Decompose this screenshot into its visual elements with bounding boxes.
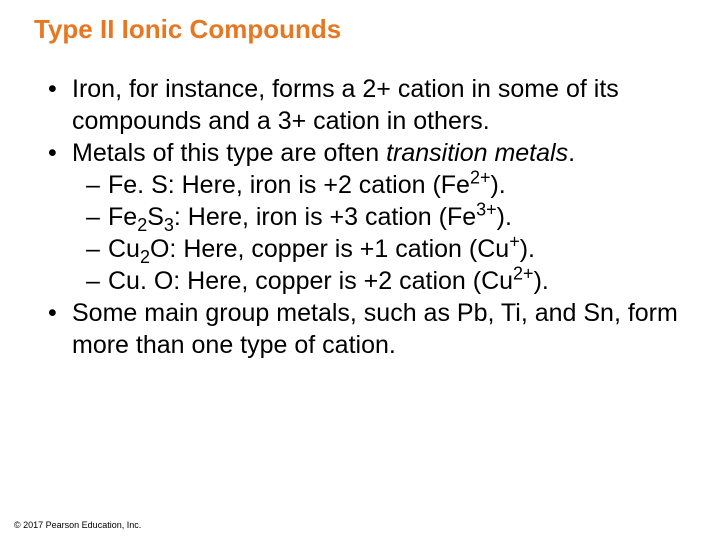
superscript: 2+ — [470, 168, 491, 188]
dash-marker: – — [86, 169, 108, 201]
bullet-transition-metals: • Metals of this type are often transiti… — [48, 137, 692, 169]
dash-marker: – — [86, 201, 108, 233]
sub-bullet-fe2s3: – Fe2S3: Here, iron is +3 cation (Fe3+). — [48, 201, 692, 233]
bullet-iron-cations: • Iron, for instance, forms a 2+ cation … — [48, 73, 692, 137]
bullet-text: Metals of this type are often transition… — [72, 137, 692, 169]
dash-marker: – — [86, 265, 108, 297]
bullet-text: Cu. O: Here, copper is +2 cation (Cu2+). — [108, 265, 692, 297]
sub-bullet-fes: – Fe. S: Here, iron is +2 cation (Fe2+). — [48, 169, 692, 201]
superscript: + — [509, 232, 520, 252]
bullet-text: Iron, for instance, forms a 2+ cation in… — [72, 73, 692, 137]
dash-marker: – — [86, 233, 108, 265]
bullet-main-group: • Some main group metals, such as Pb, Ti… — [48, 297, 692, 361]
slide-container: Type II Ionic Compounds • Iron, for inst… — [0, 0, 720, 369]
bullet-text: Fe2S3: Here, iron is +3 cation (Fe3+). — [108, 201, 692, 233]
sub-bullet-cu2o: – Cu2O: Here, copper is +1 cation (Cu+). — [48, 233, 692, 265]
bullet-marker: • — [48, 73, 72, 137]
slide-title: Type II Ionic Compounds — [28, 14, 692, 45]
subscript: 3 — [164, 215, 174, 235]
copyright-notice: © 2017 Pearson Education, Inc. — [14, 520, 141, 530]
sub-bullet-cuo: – Cu. O: Here, copper is +2 cation (Cu2+… — [48, 265, 692, 297]
subscript: 2 — [137, 215, 147, 235]
superscript: 2+ — [513, 264, 534, 284]
subscript: 2 — [140, 247, 150, 267]
bullet-marker: • — [48, 297, 72, 361]
bullet-text: Some main group metals, such as Pb, Ti, … — [72, 297, 692, 361]
bullet-text: Fe. S: Here, iron is +2 cation (Fe2+). — [108, 169, 692, 201]
superscript: 3+ — [476, 200, 497, 220]
bullet-marker: • — [48, 137, 72, 169]
bullet-text: Cu2O: Here, copper is +1 cation (Cu+). — [108, 233, 692, 265]
italic-text: transition metals — [386, 139, 568, 167]
slide-content: • Iron, for instance, forms a 2+ cation … — [28, 73, 692, 361]
